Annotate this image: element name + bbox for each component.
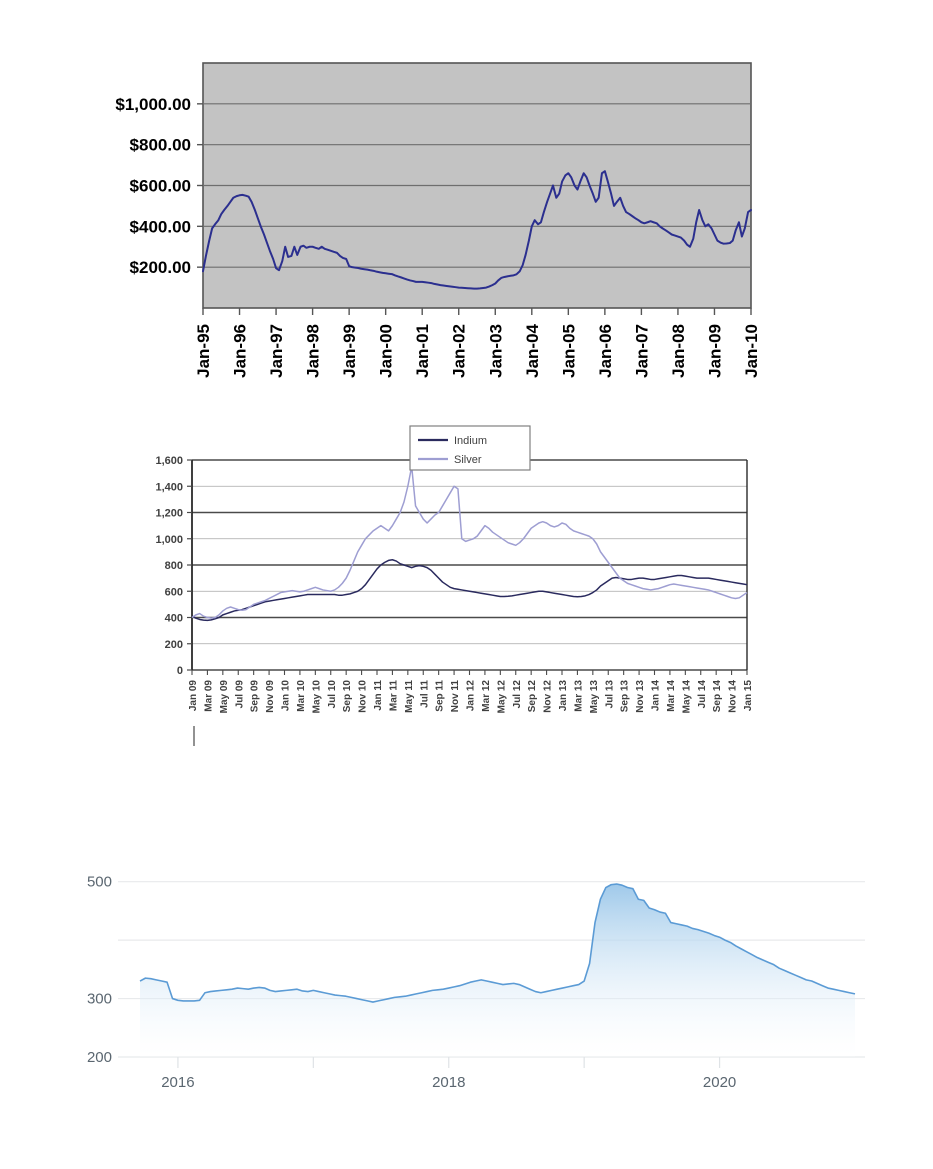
y-tick-label-1: $400.00	[130, 217, 191, 236]
x-tick-label-4: Sep 09	[250, 680, 261, 713]
chart-two-svg: 0 200 400 600 800 1,000 1,200 1,400 1,600 Jan 09 M…	[155, 425, 754, 746]
x-tick-label-9: Jul 10	[327, 680, 338, 709]
series-line-price	[139, 883, 856, 1003]
x-tick-label-3: Jul 09	[234, 680, 245, 709]
x-tick-label-2: May 09	[219, 680, 230, 714]
series-line-silver	[191, 465, 748, 619]
x-axis: 2016 2018 2020	[161, 1057, 736, 1091]
x-tick-label-0: Jan-95	[194, 324, 213, 378]
series-line-indium	[191, 559, 748, 622]
x-tick-label-5: Nov 09	[265, 680, 276, 713]
y-tick-label-2: $600.00	[130, 177, 191, 196]
x-tick-label-12: Jan 11	[373, 680, 384, 711]
legend-label-indium: Indium	[454, 435, 487, 447]
x-tick-label-8: May 10	[311, 680, 322, 714]
chart-one-svg: $200.00 $400.00 $600.00 $800.00 $1,000.00 Jan…	[115, 62, 761, 378]
series-area-price	[140, 884, 855, 1057]
x-tick-label-3: Jan-98	[304, 324, 323, 378]
x-tick-label-18: Jan 12	[466, 680, 477, 712]
x-tick-label-25: Mar 13	[573, 680, 584, 712]
x-tick-label-19: Mar 12	[481, 680, 492, 712]
x-tick-label-7: Mar 10	[296, 680, 307, 712]
x-tick-label-10: Jan-05	[559, 324, 578, 378]
y-tick-label-4: 800	[165, 560, 183, 572]
x-tick-label-27: Jul 13	[604, 680, 615, 709]
x-axis: Jan-95 Jan-96 Jan-97 Jan-98 Jan-99 Jan-00 Jan-…	[194, 308, 761, 378]
y-tick-label-1: 300	[87, 991, 112, 1008]
x-tick-label-9: Jan-04	[523, 323, 542, 377]
x-tick-label-15: Jan-10	[742, 324, 761, 378]
x-tick-label-0: Jan 09	[188, 680, 199, 712]
y-tick-label-7: 1,400	[155, 481, 183, 493]
x-tick-label-35: Nov 14	[728, 680, 739, 713]
x-tick-label-14: May 11	[404, 680, 415, 713]
chart-three-container: 200 300 500 2016 2018 2020	[0, 830, 933, 1120]
x-tick-label-26: May 13	[589, 680, 600, 714]
x-tick-label-8: Jan-03	[486, 324, 505, 378]
legend-label-silver: Silver	[454, 454, 482, 466]
x-tick-label-33: Jul 14	[697, 680, 708, 709]
x-tick-label-6: Jan-01	[413, 324, 432, 378]
chart-one-container: $200.00 $400.00 $600.00 $800.00 $1,000.00 Jan…	[0, 0, 933, 410]
chart-three-svg: 200 300 500 2016 2018 2020	[87, 874, 865, 1091]
y-axis: 200 300 500	[87, 874, 112, 1066]
x-tick-label-20: May 12	[496, 680, 507, 714]
y-tick-label-0: 0	[177, 665, 183, 677]
y-tick-label-1: 200	[165, 639, 183, 651]
x-tick-label-16: Sep 11	[435, 680, 446, 712]
y-tick-label-8: 1,600	[155, 455, 183, 467]
y-tick-label-4: $1,000.00	[115, 95, 191, 114]
y-axis: 0 200 400 600 800 1,000 1,200 1,400 1,600	[155, 455, 192, 677]
chart-three-plot: 200 300 500 2016 2018 2020	[87, 874, 865, 1091]
y-tick-label-3: 600	[165, 586, 183, 598]
x-tick-label-14: Jan-09	[705, 324, 724, 378]
x-tick-label-12: Jan-07	[632, 324, 651, 378]
x-tick-label-34: Sep 14	[712, 680, 723, 713]
x-tick-label-24: Jan 13	[558, 680, 569, 712]
x-tick-label-23: Nov 12	[543, 680, 554, 713]
x-tick-label-17: Nov 11	[450, 680, 461, 713]
x-tick-label-10: Sep 10	[342, 680, 353, 713]
x-tick-label-13: Jan-08	[669, 324, 688, 378]
y-tick-label-5: 1,000	[155, 534, 183, 546]
y-tick-label-2: 500	[87, 874, 112, 891]
y-axis: $200.00 $400.00 $600.00 $800.00 $1,000.00	[115, 95, 203, 277]
x-axis: Jan 09 Mar 09 May 09 Jul 09 Sep 09 Nov 09 Jan …	[188, 670, 754, 713]
x-tick-label-4: Jan-99	[340, 324, 359, 378]
x-tick-label-11: Jan-06	[596, 324, 615, 378]
x-tick-label-1: Mar 09	[203, 680, 214, 712]
x-tick-label-7: Jan-02	[450, 324, 469, 378]
y-tick-label-3: $800.00	[130, 136, 191, 155]
x-tick-label-28: Sep 13	[620, 680, 631, 713]
x-tick-label-2016: 2016	[161, 1074, 194, 1091]
series-line-price	[202, 170, 752, 290]
x-tick-label-15: Jul 11	[419, 680, 430, 708]
x-tick-label-13: Mar 11	[388, 680, 399, 712]
x-tick-label-5: Jan-00	[377, 324, 396, 378]
x-tick-label-21: Jul 12	[512, 680, 523, 709]
y-tick-label-0: 200	[87, 1049, 112, 1066]
x-tick-label-2020: 2020	[703, 1074, 736, 1091]
chart-one-plot: $200.00 $400.00 $600.00 $800.00 $1,000.00 Jan…	[115, 62, 761, 378]
x-tick-label-31: Mar 14	[666, 680, 677, 712]
x-tick-label-22: Sep 12	[527, 680, 538, 713]
x-tick-label-1: Jan-96	[231, 324, 250, 378]
y-tick-label-2: 400	[165, 613, 183, 625]
x-tick-label-2018: 2018	[432, 1074, 465, 1091]
x-tick-label-6: Jan 10	[281, 680, 292, 712]
x-tick-label-29: Nov 13	[635, 680, 646, 713]
x-tick-label-36: Jan 15	[743, 680, 754, 712]
chart-two-plot: 0 200 400 600 800 1,000 1,200 1,400 1,600 Jan 09 M…	[155, 425, 754, 746]
x-tick-label-30: Jan 14	[651, 680, 662, 712]
chart-two-container: 0 200 400 600 800 1,000 1,200 1,400 1,600 Jan 09 M…	[0, 420, 933, 780]
legend-box	[409, 425, 531, 471]
legend: Indium Silver	[409, 425, 531, 471]
y-tick-label-6: 1,200	[155, 508, 183, 520]
x-tick-label-11: Nov 10	[358, 680, 369, 713]
y-tick-label-0: $200.00	[130, 258, 191, 277]
x-tick-label-32: May 14	[681, 680, 692, 714]
x-tick-label-2: Jan-97	[267, 324, 286, 378]
